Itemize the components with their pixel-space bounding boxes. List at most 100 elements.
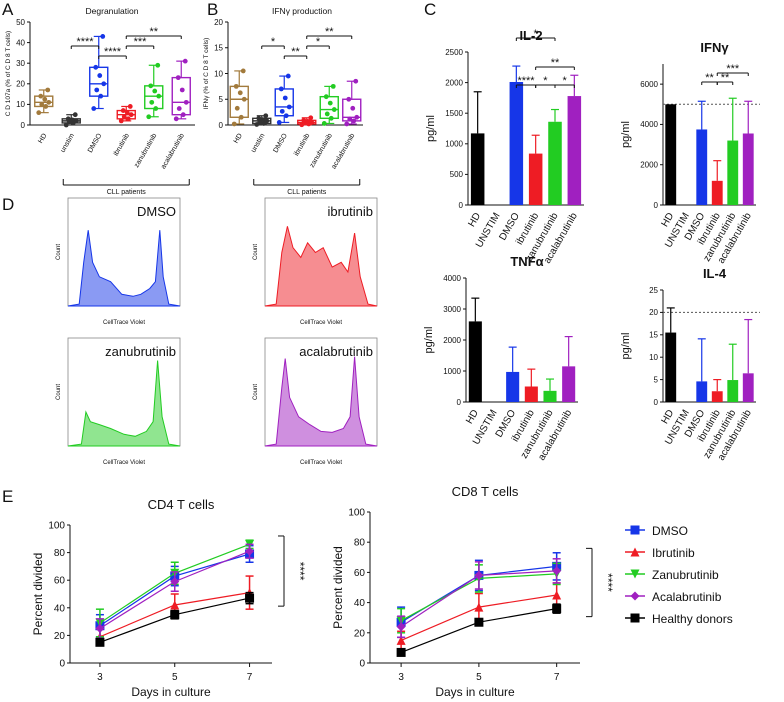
ifng-production-significance-label: *	[271, 36, 276, 48]
ifng-production-y-tick-label: 15	[214, 44, 223, 53]
il2-title: IL-2	[519, 28, 542, 43]
cd8-y-tick-label: 40	[354, 598, 366, 609]
legend-label-Zanubrutinib: Zanubrutinib	[652, 568, 719, 582]
ifng-production-data-point	[231, 121, 237, 127]
ifng-production-data-point	[328, 115, 334, 121]
degranulation-significance-label: ****	[76, 36, 94, 48]
ifng-production-data-point	[234, 105, 240, 111]
cd4-y-tick-label: 40	[54, 603, 66, 614]
ifng-production-data-point	[279, 108, 285, 114]
cd8-data-point-Healthy donors	[396, 647, 406, 657]
ifng-production-x-tick-label: DMSO	[272, 132, 289, 154]
degranulation-data-point	[182, 58, 188, 64]
cd8-title: CD8 T cells	[452, 484, 519, 499]
cd8-x-tick-label: 7	[554, 672, 560, 683]
degranulation-data-point	[176, 106, 182, 111]
cd8-y-tick-label: 20	[354, 628, 366, 639]
cd4-x-tick-label: 7	[247, 672, 253, 683]
ifng-production-data-point	[233, 83, 239, 89]
degranulation-significance-label: ****	[104, 46, 122, 58]
cd8-data-point-Acalabrutinib	[552, 566, 562, 576]
legend-marker-Ibrutinib	[630, 547, 640, 557]
il2-bar	[528, 153, 543, 205]
histogram-y-label: Count	[56, 384, 62, 400]
degranulation-data-point	[94, 87, 100, 93]
ifng-y-tick-label: 2000	[640, 161, 658, 170]
il4-bar	[696, 381, 708, 402]
degranulation-x-tick-label: ibrutinib	[113, 132, 131, 157]
ifng-production-data-point	[321, 121, 327, 126]
degranulation-data-point	[93, 64, 99, 70]
ifng-production-data-point	[301, 117, 307, 123]
tnfa-y-tick-label: 2000	[443, 336, 461, 345]
cd4-x-label: Days in culture	[131, 685, 211, 699]
ifng-production-significance-label: *	[316, 36, 321, 48]
cd4-title: CD4 T cells	[148, 497, 215, 512]
ifng-production-data-point	[351, 118, 357, 124]
tnfa-y-tick-label: 1000	[443, 367, 461, 376]
il4-y-label: pg/ml	[620, 333, 632, 360]
cd8-x-tick-label: 5	[476, 672, 482, 683]
cd4-y-tick-label: 0	[59, 659, 65, 670]
degranulation-data-point	[72, 112, 78, 118]
ifng-production-data-point	[285, 73, 291, 79]
degranulation-data-point	[127, 104, 133, 109]
degranulation-data-point	[128, 112, 134, 118]
ifng-bar	[727, 140, 739, 205]
degranulation-data-point	[156, 93, 162, 99]
ifng-production-y-tick-label: 0	[219, 121, 224, 130]
il2-y-label: pg/ml	[425, 115, 437, 142]
degranulation-data-point	[118, 118, 124, 124]
cd4-data-point-Healthy donors	[170, 610, 180, 620]
ifng-production-data-point	[305, 118, 311, 124]
cd8-data-point-Acalabrutinib	[474, 570, 484, 580]
degranulation-data-point	[69, 117, 75, 123]
degranulation-data-point	[148, 83, 154, 89]
histogram-label-ibrutinib: ibrutinib	[327, 204, 373, 219]
degranulation-title: Degranulation	[86, 6, 139, 16]
degranulation-x-tick-label: zanubrutinib	[133, 132, 158, 169]
ifng-production-data-point	[278, 86, 284, 92]
ifng-production-y-tick-label: 5	[219, 95, 224, 104]
il2-y-tick-label: 1500	[445, 109, 463, 118]
degranulation-data-point	[101, 81, 107, 87]
il2-significance-label: ****	[517, 75, 535, 87]
ifng-production-x-tick-label: zanubrutinib	[309, 132, 334, 169]
ifng-production-y-label: IFNγ (% of C D 8 T cells)	[203, 38, 210, 110]
cd8-significance-label: ****	[601, 573, 615, 592]
panel-label-c: C	[424, 0, 437, 19]
ifng-significance-label: ***	[726, 63, 740, 75]
degranulation-data-point	[73, 118, 79, 124]
legend-marker-Zanubrutinib	[630, 569, 640, 579]
degranulation-data-point	[173, 116, 179, 122]
degranulation-data-point	[91, 106, 97, 111]
tnfa-bar	[543, 390, 557, 402]
il4-y-tick-label: 10	[649, 353, 658, 362]
ifng-production-y-tick-label: 10	[214, 69, 223, 78]
legend-label-Ibrutinib: Ibrutinib	[652, 546, 695, 560]
il4-y-tick-label: 5	[654, 375, 659, 384]
ifng-significance-label: **	[705, 72, 714, 84]
degranulation-data-point	[153, 106, 159, 111]
il4-title: IL-4	[703, 266, 727, 281]
ifng-production-x-tick-label: ibrutinib	[293, 132, 311, 157]
legend-label-Acalabrutinib: Acalabrutinib	[652, 590, 722, 604]
histogram-x-label: CellTrace Violet	[103, 460, 145, 466]
ifng-production-data-point	[286, 104, 292, 110]
tnfa-bar	[562, 366, 576, 402]
ifng-production-data-point	[330, 83, 336, 89]
ifng-production-data-point	[354, 114, 360, 120]
histogram-x-label: CellTrace Violet	[300, 460, 342, 466]
legend-label-DMSO: DMSO	[652, 524, 688, 538]
ifng-production-data-point	[264, 118, 270, 124]
cd4-data-point-Healthy donors	[95, 637, 105, 647]
ifng-production-data-point	[331, 107, 337, 112]
ifng-bar	[665, 104, 677, 205]
cd8-data-point-Acalabrutinib	[396, 622, 406, 632]
degranulation-data-point	[152, 88, 158, 94]
degranulation-group-label: CLL patients	[107, 189, 147, 196]
cd8-x-label: Days in culture	[435, 685, 515, 699]
ifng-production-data-point	[347, 116, 353, 122]
cd4-data-point-Acalabrutinib	[95, 624, 105, 633]
ifng-production-data-point	[238, 114, 244, 120]
